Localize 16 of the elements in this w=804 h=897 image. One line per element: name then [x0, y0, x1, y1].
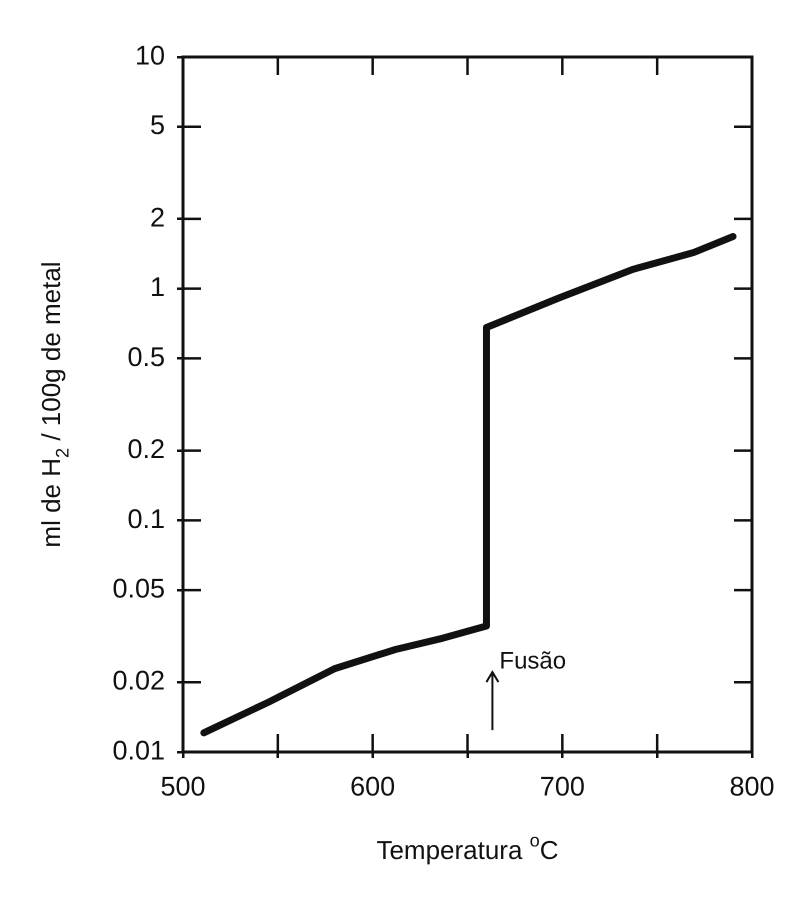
y-tick-label: 0.05	[112, 574, 165, 604]
y-tick-label: 0.2	[127, 434, 165, 464]
y-tick-label: 0.02	[112, 666, 165, 696]
y-tick-label: 10	[134, 40, 165, 70]
y-tick-label: 5	[150, 110, 165, 140]
y-tick-label: 0.01	[112, 735, 165, 766]
y-tick-label: 1	[150, 272, 165, 302]
y-tick-label: 0.1	[127, 504, 165, 534]
x-tick-label: 500	[160, 772, 206, 802]
x-tick-label: 700	[540, 772, 585, 802]
annotation: Fusão	[499, 648, 566, 675]
x-tick-label: 600	[350, 772, 396, 802]
x-tick-label: 800	[729, 772, 775, 802]
y-axis-title: ml de H2 / 100g de metal	[36, 261, 72, 548]
y-tick-label: 2	[150, 202, 165, 232]
y-tick-label: 0.5	[127, 342, 165, 372]
